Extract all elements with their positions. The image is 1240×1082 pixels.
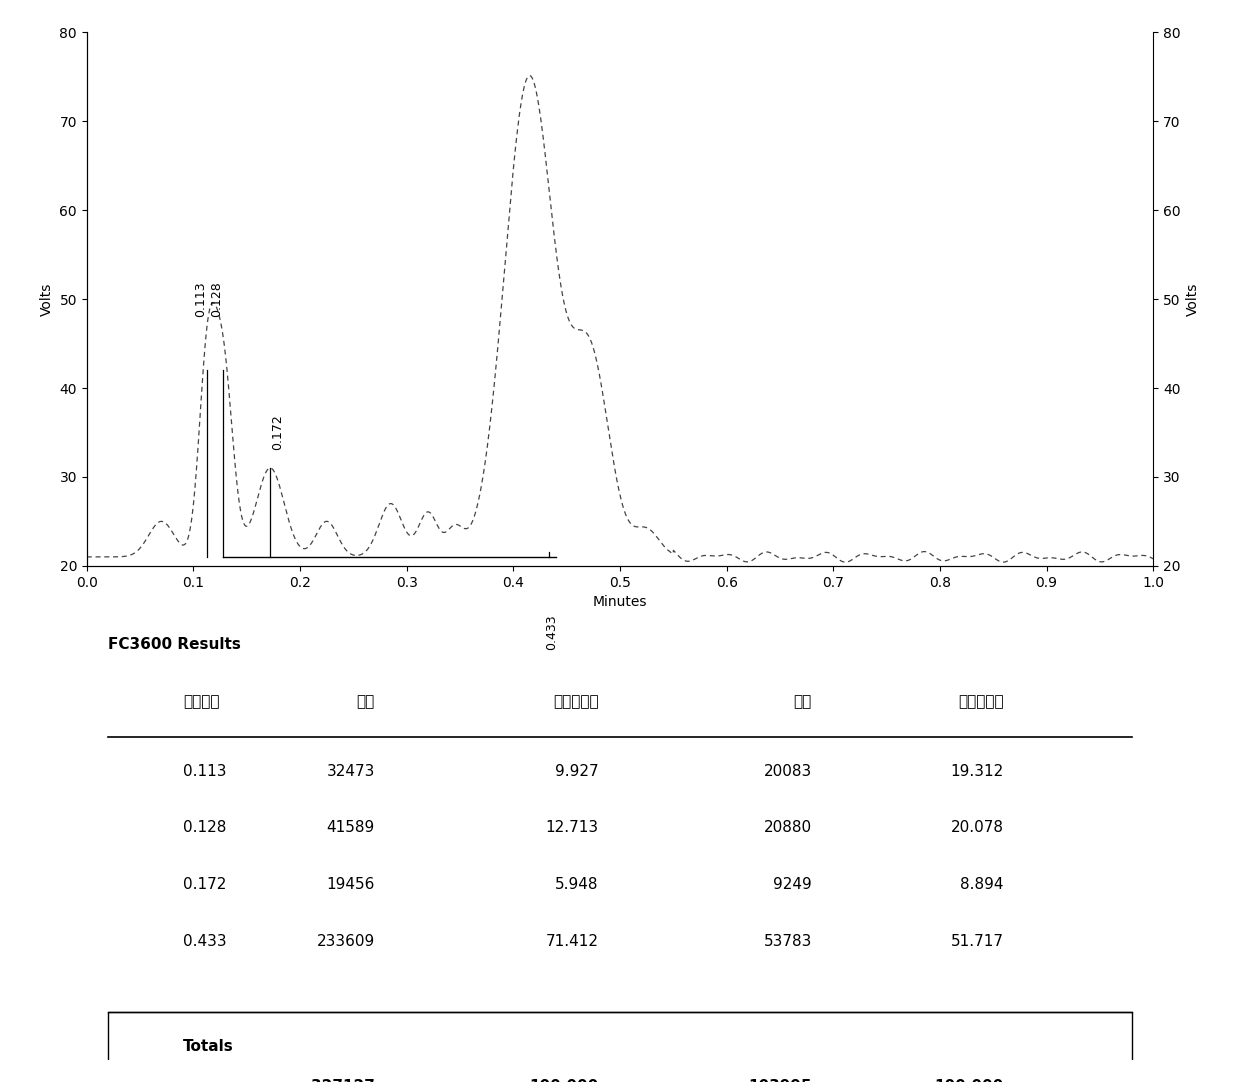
Text: 41589: 41589 — [326, 820, 374, 835]
Text: 20083: 20083 — [764, 764, 812, 779]
Text: 0.433: 0.433 — [182, 934, 227, 949]
Text: 71.412: 71.412 — [546, 934, 599, 949]
Text: 103995: 103995 — [748, 1079, 812, 1082]
Text: 53783: 53783 — [764, 934, 812, 949]
Text: 0.172: 0.172 — [272, 414, 284, 450]
Text: 12.713: 12.713 — [546, 820, 599, 835]
Text: 面积百分比: 面积百分比 — [553, 694, 599, 709]
Text: 0.113: 0.113 — [182, 764, 226, 779]
Text: 51.717: 51.717 — [951, 934, 1004, 949]
Y-axis label: Volts: Volts — [40, 282, 53, 316]
Text: 19456: 19456 — [326, 878, 374, 892]
Text: 233609: 233609 — [316, 934, 374, 949]
Text: 保留时间: 保留时间 — [182, 694, 219, 709]
Text: 8.894: 8.894 — [961, 878, 1004, 892]
Text: 0.433: 0.433 — [546, 615, 558, 650]
X-axis label: Minutes: Minutes — [593, 595, 647, 609]
Text: 9249: 9249 — [774, 878, 812, 892]
Text: Totals: Totals — [182, 1039, 233, 1054]
Text: 0.128: 0.128 — [182, 820, 226, 835]
Text: 峰高: 峰高 — [794, 694, 812, 709]
Text: 327127: 327127 — [311, 1079, 374, 1082]
Text: 0.113: 0.113 — [195, 281, 207, 317]
Text: 100.000: 100.000 — [935, 1079, 1004, 1082]
Text: 32473: 32473 — [326, 764, 374, 779]
Text: 20.078: 20.078 — [951, 820, 1004, 835]
Text: FC3600 Results: FC3600 Results — [108, 637, 241, 652]
Y-axis label: Volts: Volts — [1187, 282, 1200, 316]
Text: 5.948: 5.948 — [556, 878, 599, 892]
Text: 高度百分比: 高度百分比 — [959, 694, 1004, 709]
Text: 面积: 面积 — [356, 694, 374, 709]
Text: 0.128: 0.128 — [211, 281, 223, 317]
Text: 100.000: 100.000 — [529, 1079, 599, 1082]
Text: 19.312: 19.312 — [951, 764, 1004, 779]
Text: 0.172: 0.172 — [182, 878, 226, 892]
Bar — [108, 1013, 1132, 1082]
Text: 20880: 20880 — [764, 820, 812, 835]
Text: 9.927: 9.927 — [556, 764, 599, 779]
